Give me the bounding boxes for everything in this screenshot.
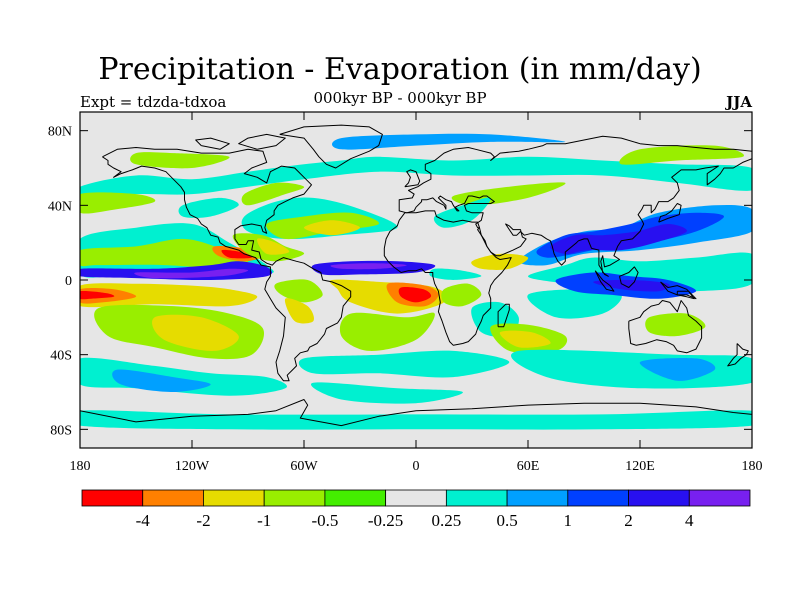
pe-region-31: [527, 289, 622, 319]
coastline-10: [660, 281, 697, 300]
colorbar-label: 0.25: [432, 511, 462, 530]
colorbar-swatch: [628, 489, 690, 507]
coastline-5: [628, 300, 703, 354]
colorbar-label: -1: [257, 511, 271, 530]
pe-region-40: [593, 279, 670, 292]
coastline-2: [398, 135, 752, 277]
pe-region-41: [80, 156, 752, 199]
colorbar-label: 2: [624, 511, 633, 530]
colorbar-label: -0.5: [311, 511, 338, 530]
colorbar-label: -2: [196, 511, 210, 530]
coastlines: [80, 124, 752, 427]
pe-region-42: [80, 192, 156, 214]
experiment-label: Expt = tdzda-tdxoa: [80, 93, 227, 111]
pe-region-12: [112, 369, 211, 392]
pe-region-22: [398, 287, 432, 303]
coastline-12: [80, 399, 752, 427]
colorbar-label: 0.5: [496, 511, 517, 530]
colorbar-swatch: [324, 489, 387, 507]
pe-region-38: [550, 224, 687, 254]
lat-tick-label: 40S: [50, 349, 72, 364]
lon-tick-label: 120W: [175, 459, 210, 474]
colorbar-swatch: [567, 489, 629, 507]
chart-title: Precipitation - Evaporation (in mm/day): [98, 52, 702, 87]
pe-region-52: [471, 253, 529, 270]
pe-region-26: [274, 279, 323, 303]
pe-region-30: [499, 330, 551, 348]
pe-region-15: [304, 220, 360, 236]
pe-region-43: [130, 152, 230, 169]
coastline-1: [279, 124, 383, 169]
coastline-4: [497, 303, 510, 328]
pe-region-19: [330, 263, 407, 270]
pe-region-53: [645, 313, 706, 337]
lat-tick-label: 80N: [48, 125, 72, 140]
lon-tick-label: 180: [70, 459, 91, 474]
pe-region-6: [80, 283, 258, 308]
chart-subtitle: 000kyr BP - 000kyr BP: [313, 89, 487, 107]
colorbar-swatch: [688, 489, 751, 507]
colorbar-swatch: [385, 489, 447, 507]
pe-region-10: [152, 314, 239, 351]
pe-region-34: [639, 357, 716, 381]
pe-region-27: [284, 298, 315, 324]
pe-region-3: [134, 268, 249, 279]
lat-tick-label: 80S: [50, 423, 72, 438]
coastline-7: [658, 203, 682, 223]
pe-region-24: [298, 350, 510, 378]
coastline-15: [676, 290, 695, 300]
pe-region-23: [339, 312, 435, 351]
lon-tick-label: 180: [742, 459, 763, 474]
coastline-9: [619, 266, 639, 288]
lat-tick-label: 0: [65, 274, 72, 289]
colorbar-swatch: [445, 489, 508, 507]
colorbar-label: 4: [685, 511, 694, 530]
pe-region-49: [433, 197, 491, 228]
lat-tick-label: 40N: [48, 199, 72, 214]
coastline-14: [195, 137, 230, 150]
colorbar-label: 1: [564, 511, 573, 530]
coastline-0: [102, 147, 352, 382]
colorbar-swatch: [142, 489, 204, 507]
pe-region-50: [441, 283, 482, 307]
lon-tick-label: 60E: [517, 459, 540, 474]
lon-tick-label: 60W: [290, 459, 318, 474]
pe-region-46: [241, 182, 305, 206]
colorbar-label: -4: [136, 511, 151, 530]
lon-tick-label: 120E: [625, 459, 655, 474]
colorbar-swatch: [506, 489, 569, 507]
pe-region-54: [80, 410, 752, 430]
pe-contour-fields: [80, 133, 752, 430]
axis-ticks: 180 120W 60W 0 60E 120E 180 80N 40N 0 40S 80S: [48, 112, 763, 474]
lon-tick-label: 0: [413, 459, 420, 474]
coastline-13: [238, 133, 286, 150]
pe-region-51: [429, 268, 482, 280]
colorbar: -4 -2 -1 -0.5 -0.25 0.25 0.5 1 2 4: [81, 489, 751, 530]
colorbar-swatch: [203, 489, 265, 507]
pe-region-5: [221, 249, 252, 259]
coastline-6: [404, 169, 421, 188]
pe-region-1: [80, 238, 249, 269]
pe-region-47: [178, 197, 239, 218]
pe-region-45: [619, 145, 744, 165]
pe-region-44: [332, 133, 566, 150]
coastline-11: [727, 343, 749, 367]
pe-region-17: [257, 238, 290, 255]
season-label: JJA: [726, 93, 752, 111]
colorbar-label: -0.25: [368, 511, 403, 530]
pe-region-25: [310, 382, 463, 404]
colorbar-swatch: [81, 489, 144, 507]
pe-region-8: [80, 290, 115, 300]
colorbar-swatch: [263, 489, 326, 507]
coastline-8: [594, 270, 615, 292]
coastline-3: [383, 210, 512, 346]
